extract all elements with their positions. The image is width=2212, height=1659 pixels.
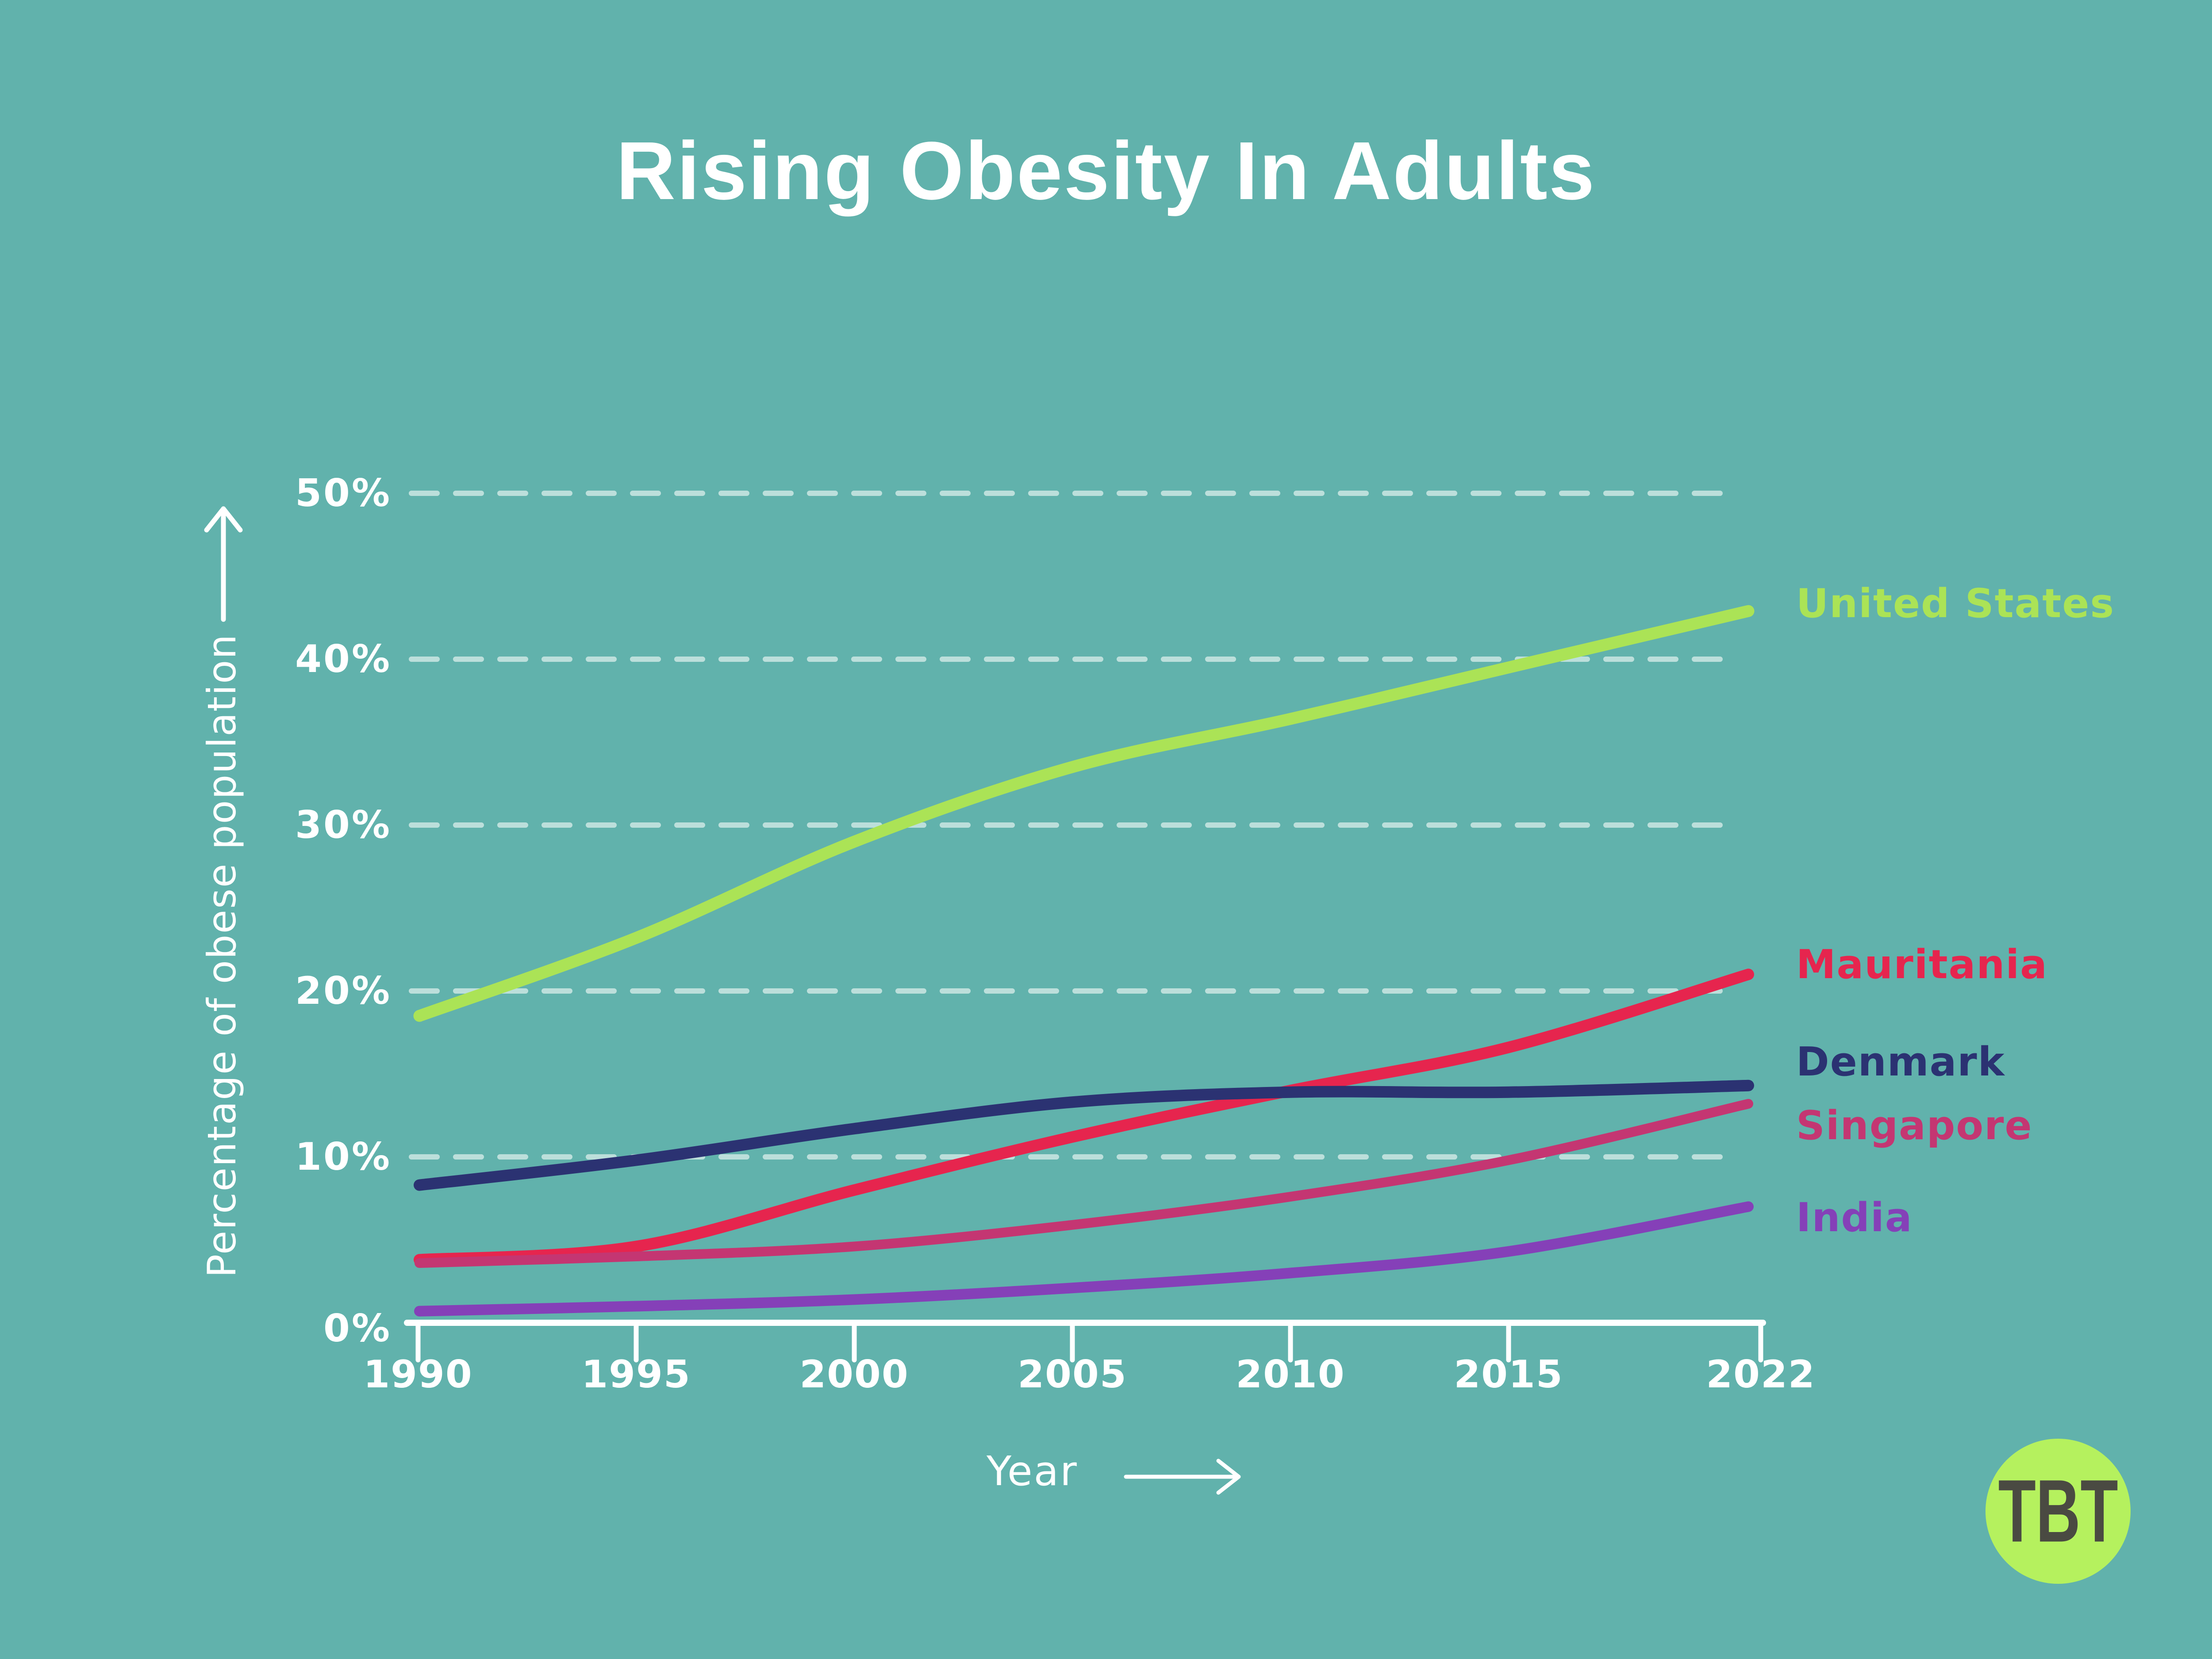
tbt-logo-text: TBT: [1998, 1461, 2118, 1561]
y-tick-label: 30%: [295, 803, 392, 847]
x-tick-label: 2015: [1454, 1352, 1563, 1397]
series-line-singapore: [415, 1099, 1753, 1268]
chart-title: Rising Obesity In Adults: [616, 125, 1596, 217]
y-axis-arrow-icon: [204, 506, 243, 622]
series-line-denmark: [414, 1079, 1754, 1191]
y-tick-label: 0%: [323, 1306, 392, 1351]
x-tick-label: 2022: [1706, 1352, 1816, 1397]
x-tick-label: 2010: [1236, 1352, 1345, 1397]
y-tick-label: 40%: [295, 637, 392, 681]
x-tick-label: 2000: [799, 1352, 909, 1397]
series-line-united-states: [413, 605, 1755, 1022]
x-tick-label: 1995: [581, 1352, 691, 1397]
x-axis-arrow-icon: [1124, 1459, 1241, 1495]
y-axis-title: Percentage of obese population: [199, 634, 245, 1278]
x-tick-label: 2005: [1018, 1352, 1127, 1397]
tbt-logo: TBT: [1985, 1439, 2131, 1584]
y-tick-label: 50%: [295, 471, 392, 515]
y-tick-label: 20%: [295, 969, 392, 1013]
series-line-mauritania: [414, 968, 1754, 1266]
y-tick-label: 10%: [295, 1135, 392, 1179]
legend-label-denmark: Denmark: [1796, 1039, 2005, 1085]
series-line-india: [414, 1201, 1754, 1317]
x-tick-label: 1990: [363, 1352, 473, 1397]
legend-label-singapore: Singapore: [1796, 1102, 2033, 1149]
x-axis-title: Year: [987, 1448, 1078, 1495]
legend-label-india: India: [1796, 1194, 1913, 1241]
legend-label-mauritania: Mauritania: [1796, 941, 2048, 988]
legend-label-united-states: United States: [1796, 580, 2115, 627]
